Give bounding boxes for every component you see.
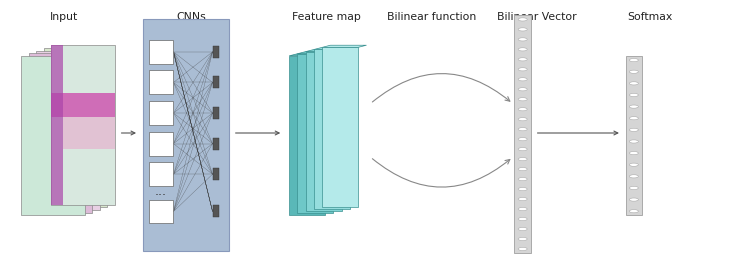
FancyBboxPatch shape bbox=[149, 132, 173, 156]
FancyBboxPatch shape bbox=[626, 56, 642, 215]
Polygon shape bbox=[306, 49, 350, 52]
FancyBboxPatch shape bbox=[149, 70, 173, 94]
Text: CNNs: CNNs bbox=[176, 12, 207, 22]
Polygon shape bbox=[297, 54, 333, 213]
Circle shape bbox=[518, 237, 527, 240]
Text: Bilinear Vector: Bilinear Vector bbox=[497, 12, 577, 22]
Polygon shape bbox=[289, 54, 333, 56]
Circle shape bbox=[518, 188, 527, 191]
Circle shape bbox=[518, 168, 527, 171]
FancyBboxPatch shape bbox=[213, 77, 219, 88]
FancyBboxPatch shape bbox=[213, 168, 219, 180]
Circle shape bbox=[518, 68, 527, 71]
Circle shape bbox=[518, 118, 527, 121]
FancyArrowPatch shape bbox=[372, 74, 510, 102]
FancyBboxPatch shape bbox=[149, 200, 173, 223]
Polygon shape bbox=[29, 53, 92, 213]
Circle shape bbox=[518, 177, 527, 181]
Circle shape bbox=[629, 210, 638, 213]
Circle shape bbox=[629, 152, 638, 155]
Circle shape bbox=[629, 198, 638, 201]
Circle shape bbox=[629, 163, 638, 166]
Polygon shape bbox=[314, 49, 350, 209]
Circle shape bbox=[629, 117, 638, 120]
Circle shape bbox=[629, 105, 638, 108]
Polygon shape bbox=[62, 117, 115, 149]
Circle shape bbox=[629, 186, 638, 190]
Text: Bilinear function: Bilinear function bbox=[388, 12, 476, 22]
Circle shape bbox=[518, 38, 527, 41]
Polygon shape bbox=[314, 47, 358, 49]
FancyBboxPatch shape bbox=[213, 107, 219, 119]
Circle shape bbox=[518, 18, 527, 21]
Circle shape bbox=[629, 82, 638, 85]
Circle shape bbox=[518, 207, 527, 211]
Text: Feature map: Feature map bbox=[292, 12, 361, 22]
Circle shape bbox=[518, 28, 527, 31]
FancyBboxPatch shape bbox=[514, 15, 531, 253]
Polygon shape bbox=[322, 47, 358, 207]
Circle shape bbox=[518, 128, 527, 131]
Polygon shape bbox=[322, 45, 366, 47]
Circle shape bbox=[518, 78, 527, 81]
Circle shape bbox=[518, 148, 527, 151]
Circle shape bbox=[518, 98, 527, 101]
Circle shape bbox=[629, 175, 638, 178]
FancyBboxPatch shape bbox=[149, 101, 173, 125]
Polygon shape bbox=[51, 45, 62, 205]
Circle shape bbox=[629, 59, 638, 62]
Text: Input: Input bbox=[50, 12, 78, 22]
Circle shape bbox=[518, 247, 527, 251]
Polygon shape bbox=[51, 93, 115, 117]
FancyBboxPatch shape bbox=[213, 206, 219, 218]
FancyBboxPatch shape bbox=[149, 40, 173, 64]
Circle shape bbox=[518, 157, 527, 161]
Circle shape bbox=[518, 48, 527, 51]
Polygon shape bbox=[51, 45, 115, 205]
Circle shape bbox=[518, 108, 527, 111]
Circle shape bbox=[629, 70, 638, 73]
Circle shape bbox=[518, 197, 527, 201]
FancyBboxPatch shape bbox=[143, 19, 229, 251]
Circle shape bbox=[629, 140, 638, 143]
Text: Softmax: Softmax bbox=[627, 12, 672, 22]
Circle shape bbox=[518, 217, 527, 221]
Circle shape bbox=[629, 93, 638, 97]
Polygon shape bbox=[297, 52, 342, 54]
Text: ···: ··· bbox=[155, 189, 167, 202]
Polygon shape bbox=[306, 52, 342, 211]
Polygon shape bbox=[36, 51, 100, 210]
Polygon shape bbox=[21, 56, 85, 215]
Circle shape bbox=[518, 138, 527, 141]
Circle shape bbox=[518, 227, 527, 231]
FancyBboxPatch shape bbox=[213, 138, 219, 149]
Polygon shape bbox=[44, 48, 107, 207]
Circle shape bbox=[629, 128, 638, 131]
FancyBboxPatch shape bbox=[213, 46, 219, 58]
Circle shape bbox=[518, 58, 527, 61]
Circle shape bbox=[518, 88, 527, 91]
FancyArrowPatch shape bbox=[372, 159, 510, 187]
FancyBboxPatch shape bbox=[149, 162, 173, 186]
Polygon shape bbox=[289, 56, 325, 215]
